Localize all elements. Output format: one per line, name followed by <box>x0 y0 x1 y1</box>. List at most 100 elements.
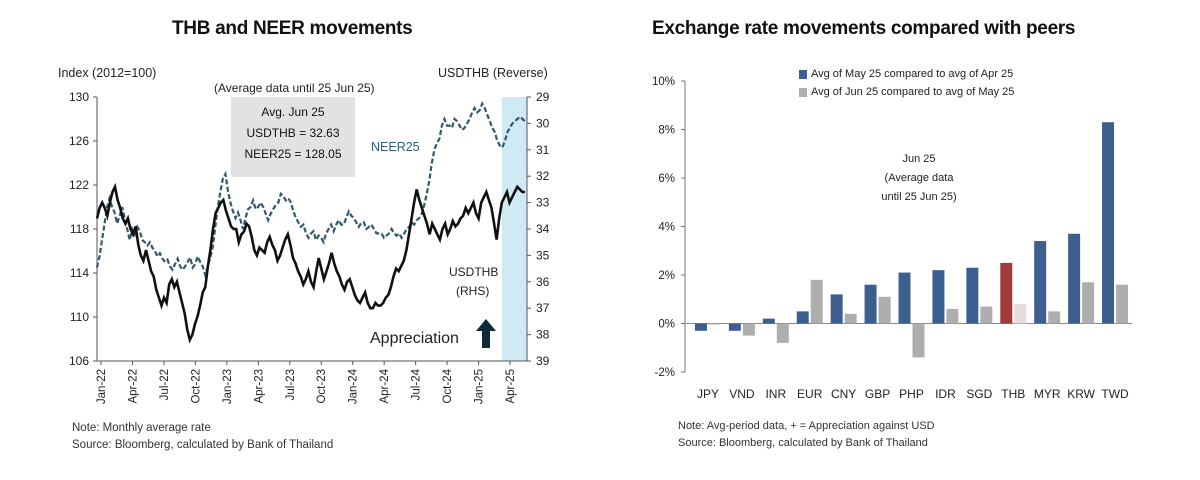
x-tick-label: Jan-22 <box>96 369 108 404</box>
right-tick-label: 31 <box>536 143 550 157</box>
bar-may-twd <box>1102 122 1115 324</box>
bar-category-label: INR <box>765 387 786 401</box>
right-tick-label: 37 <box>536 301 550 315</box>
bar-may-myr <box>1034 241 1047 324</box>
bar-category-label: KRW <box>1067 387 1095 401</box>
right-note-text: Note: Avg-period data, + = Appreciation … <box>678 420 935 432</box>
x-tick-label: Apr-23 <box>253 369 265 404</box>
usdthb-series-label: USDTHB <box>449 265 499 279</box>
right-tick-label: 34 <box>536 222 550 236</box>
left-note-text: Note: Monthly average rate <box>72 422 211 434</box>
latest-period-highlight <box>502 97 527 361</box>
bar-category-label: VND <box>729 387 755 401</box>
x-tick-label: Jan-25 <box>474 369 486 404</box>
bar-may-idr <box>932 270 945 324</box>
bar-category-label: THB <box>1001 387 1025 401</box>
bar-jun-inr <box>776 323 789 343</box>
legend-may-label: Avg of May 25 compared to avg of Apr 25 <box>811 68 1014 80</box>
right-annot-line2: (Average data <box>884 172 954 184</box>
legend-may-swatch <box>799 70 807 79</box>
info-box: Avg. Jun 25 USDTHB = 32.63 NEER25 = 128.… <box>231 97 355 177</box>
bar-jun-php <box>912 323 925 358</box>
left-tick-label: 126 <box>69 134 89 148</box>
bar-y-tick-label: -2% <box>655 367 675 379</box>
info-box-heading: Avg. Jun 25 <box>261 105 325 119</box>
bar-jun-krw <box>1082 282 1095 324</box>
x-tick-label: Jan-24 <box>348 368 360 404</box>
left-line-chart: 106 110 114 118 122 126 130 29 30 31 32 33 34 35 36 37 3… <box>69 90 550 404</box>
bar-jun-myr <box>1048 311 1061 324</box>
x-tick-label: Apr-25 <box>505 369 517 404</box>
bar-category-label: GBP <box>865 387 890 401</box>
right-tick-label: 35 <box>536 248 550 262</box>
bar-may-inr <box>762 318 775 324</box>
left-chart-title: THB and NEER movements <box>172 18 413 39</box>
right-bar-chart: -2% 0% 2% 4% 6% 8% 10% JPY VND INR EUR CNY GBP PHP IDR… <box>652 70 1132 401</box>
legend-jun-swatch <box>799 88 807 97</box>
neer25-line <box>95 101 526 280</box>
bar-y-tick-label: 4% <box>658 222 675 234</box>
left-tick-label: 114 <box>70 266 89 280</box>
left-tick-label: 110 <box>70 310 89 324</box>
bar-y-tick-label: 2% <box>658 270 675 282</box>
right-tick-label: 39 <box>536 354 550 368</box>
bar-may-cny <box>830 294 843 324</box>
bar-y-tick-label: 10% <box>652 76 675 88</box>
appreciation-arrow-icon <box>476 319 496 348</box>
bar-jun-gbp <box>878 296 891 324</box>
bar-category-label: IDR <box>935 387 956 401</box>
left-tick-label: 118 <box>70 222 89 236</box>
x-tick-label: Jul-23 <box>285 369 297 400</box>
right-axis-title: USDTHB (Reverse) <box>438 66 548 80</box>
bar-may-sgd <box>966 267 979 324</box>
bar-category-label: EUR <box>797 387 823 401</box>
bar-jun-vnd <box>742 323 755 336</box>
bar-category-label: MYR <box>1034 387 1061 401</box>
bar-category-label: CNY <box>831 387 856 401</box>
x-tick-label: Oct-24 <box>442 368 454 403</box>
left-tick-label: 130 <box>69 90 89 104</box>
x-tick-label: Jan-23 <box>222 369 234 404</box>
bar-may-vnd <box>728 323 741 331</box>
right-tick-label: 29 <box>536 90 550 104</box>
right-chart-title: Exchange rate movements compared with pe… <box>652 18 1076 39</box>
right-chart-panel: Exchange rate movements compared with pe… <box>600 0 1200 480</box>
left-tick-label: 106 <box>69 354 89 368</box>
left-note: Note: Monthly average rate Source: Bloom… <box>72 420 333 454</box>
left-tick-label: 122 <box>69 178 89 192</box>
usdthb-line <box>95 182 525 344</box>
bar-may-php <box>898 272 911 324</box>
x-tick-label: Jul-24 <box>411 368 423 400</box>
bar-jun-cny <box>844 313 857 324</box>
neer-series-label: NEER25 <box>371 140 420 154</box>
bar-may-jpy <box>694 323 707 331</box>
left-source-text: Source: Bloomberg, calculated by Bank of… <box>72 439 334 451</box>
usdthb-rhs-label: (RHS) <box>456 284 490 298</box>
bar-may-gbp <box>864 284 877 324</box>
bar-y-tick-label: 8% <box>658 125 675 137</box>
bar-jun-eur <box>810 279 823 324</box>
right-note: Note: Avg-period data, + = Appreciation … <box>678 418 935 452</box>
bar-y-tick-label: 6% <box>658 173 675 185</box>
x-tick-label: Oct-22 <box>190 369 202 404</box>
bar-jun-twd <box>1116 284 1129 324</box>
bar-category-label: TWD <box>1101 387 1129 401</box>
right-tick-label: 30 <box>536 116 550 130</box>
right-source-text: Source: Bloomberg, calculated by Bank of… <box>678 437 928 449</box>
bar-category-label: PHP <box>899 387 924 401</box>
right-annot-line3: until 25 Jun 25) <box>881 191 957 203</box>
bar-may-thb <box>1000 262 1013 324</box>
bar-may-krw <box>1068 233 1081 324</box>
right-tick-label: 32 <box>536 169 550 183</box>
bar-jun-idr <box>946 308 959 324</box>
bar-jun-sgd <box>980 306 993 324</box>
bar-jun-jpy <box>708 323 721 325</box>
x-tick-label: Oct-23 <box>316 369 328 404</box>
x-tick-label: Apr-24 <box>379 368 391 403</box>
bar-category-label: SGD <box>966 387 992 401</box>
right-tick-label: 33 <box>536 196 550 210</box>
right-tick-label: 38 <box>536 328 550 342</box>
right-tick-label: 36 <box>536 275 550 289</box>
appreciation-label: Appreciation <box>370 330 459 347</box>
left-axis-title: Index (2012=100) <box>58 66 157 80</box>
